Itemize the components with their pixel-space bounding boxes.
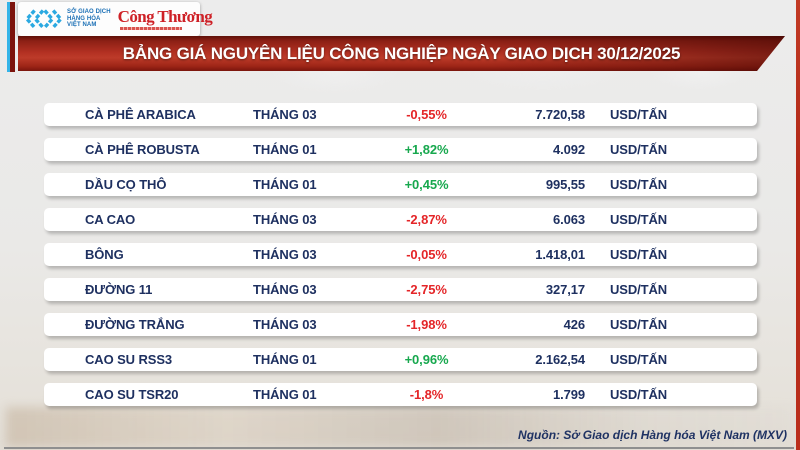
table-row: ĐƯỜNG TRẮNG THÁNG 03 -1,98% 426 USD/TẤN <box>44 313 757 336</box>
table-row: CÀ PHÊ ROBUSTA THÁNG 01 +1,82% 4.092 USD… <box>44 138 757 161</box>
price-value: 2.162,54 <box>535 352 585 367</box>
table-row: CAO SU TSR20 THÁNG 01 -1,8% 1.799 USD/TẤ… <box>44 383 757 406</box>
mxv-line-3: VIỆT NAM <box>67 22 97 29</box>
change-percent: -0,55% <box>406 107 447 122</box>
price-value: 327,17 <box>545 282 585 297</box>
price-unit: USD/TẤN <box>610 177 668 192</box>
price-unit: USD/TẤN <box>610 387 668 402</box>
price-value: 7.720,58 <box>535 107 585 122</box>
price-value: 995,55 <box>545 177 585 192</box>
price-value: 4.092 <box>552 142 585 157</box>
table-row: DẦU CỌ THÔ THÁNG 01 +0,45% 995,55 USD/TẤ… <box>44 173 757 196</box>
contract-month: THÁNG 03 <box>253 282 317 297</box>
table-row: CÀ PHÊ ARABICA THÁNG 03 -0,55% 7.720,58 … <box>44 103 757 126</box>
contract-month: THÁNG 01 <box>253 352 317 367</box>
commodity-name: DẦU CỌ THÔ <box>85 177 167 192</box>
change-percent: -1,98% <box>406 317 447 332</box>
congthuong-logo: Công Thương <box>117 7 213 30</box>
commodity-name: BÔNG <box>85 247 124 262</box>
price-table: CÀ PHÊ ARABICA THÁNG 03 -0,55% 7.720,58 … <box>44 103 757 406</box>
background-photo-watermark <box>6 407 792 447</box>
change-percent: -0,05% <box>406 247 447 262</box>
commodity-name: CÀ PHÊ ROBUSTA <box>85 142 200 157</box>
table-row: CAO SU RSS3 THÁNG 01 +0,96% 2.162,54 USD… <box>44 348 757 371</box>
change-percent: -2,87% <box>406 212 447 227</box>
table-row: BÔNG THÁNG 03 -0,05% 1.418,01 USD/TẤN <box>44 243 757 266</box>
contract-month: THÁNG 03 <box>253 317 317 332</box>
change-percent: +0,96% <box>404 352 449 367</box>
price-value: 1.799 <box>552 387 585 402</box>
change-percent: -1,8% <box>409 387 444 402</box>
commodity-name: CÀ PHÊ ARABICA <box>85 107 196 122</box>
congthuong-logo-text: Công Thương <box>117 7 213 26</box>
price-unit: USD/TẤN <box>610 282 668 297</box>
source-note: Nguồn: Sở Giao dịch Hàng hóa Việt Nam (M… <box>518 428 787 442</box>
price-unit: USD/TẤN <box>610 352 668 367</box>
bottom-divider-line <box>4 447 794 449</box>
logo-box: SỞ GIAO DỊCH HÀNG HÓA VIỆT NAM Công Thươ… <box>18 2 213 36</box>
contract-month: THÁNG 01 <box>253 177 317 192</box>
change-percent: +0,45% <box>404 177 449 192</box>
price-value: 426 <box>563 317 585 332</box>
contract-month: THÁNG 01 <box>253 387 317 402</box>
contract-month: THÁNG 03 <box>253 212 317 227</box>
commodity-name: ĐƯỜNG 11 <box>85 282 153 297</box>
contract-month: THÁNG 01 <box>253 142 317 157</box>
mxv-line-2: HÀNG HÓA <box>67 15 101 22</box>
title-banner: BẢNG GIÁ NGUYÊN LIỆU CÔNG NGHIỆP NGÀY GI… <box>18 36 785 71</box>
page-title: BẢNG GIÁ NGUYÊN LIỆU CÔNG NGHIỆP NGÀY GI… <box>122 43 681 63</box>
congthuong-logo-underbar <box>119 27 182 30</box>
contract-month: THÁNG 03 <box>253 107 317 122</box>
left-accent-cyan-bar <box>7 2 10 72</box>
commodity-name: CAO SU TSR20 <box>85 387 179 402</box>
price-unit: USD/TẤN <box>610 212 668 227</box>
table-row: CA CAO THÁNG 03 -2,87% 6.063 USD/TẤN <box>44 208 757 231</box>
mxv-logo-icon <box>24 9 62 29</box>
price-value: 6.063 <box>552 212 585 227</box>
change-percent: -2,75% <box>406 282 447 297</box>
mxv-logo-text: SỞ GIAO DỊCH HÀNG HÓA VIỆT NAM <box>67 9 111 30</box>
commodity-name: CA CAO <box>85 212 136 227</box>
contract-month: THÁNG 03 <box>253 247 317 262</box>
right-accent-red-bar <box>796 0 800 450</box>
price-unit: USD/TẤN <box>610 142 668 157</box>
price-value: 1.418,01 <box>535 247 585 262</box>
table-row: ĐƯỜNG 11 THÁNG 03 -2,75% 327,17 USD/TẤN <box>44 278 757 301</box>
price-unit: USD/TẤN <box>610 107 668 122</box>
change-percent: +1,82% <box>404 142 449 157</box>
mxv-line-1: SỞ GIAO DỊCH <box>67 8 111 15</box>
left-accent-red-bar <box>10 2 15 72</box>
price-unit: USD/TẤN <box>610 247 668 262</box>
commodity-name: CAO SU RSS3 <box>85 352 173 367</box>
price-unit: USD/TẤN <box>610 317 668 332</box>
commodity-name: ĐƯỜNG TRẮNG <box>85 317 185 332</box>
